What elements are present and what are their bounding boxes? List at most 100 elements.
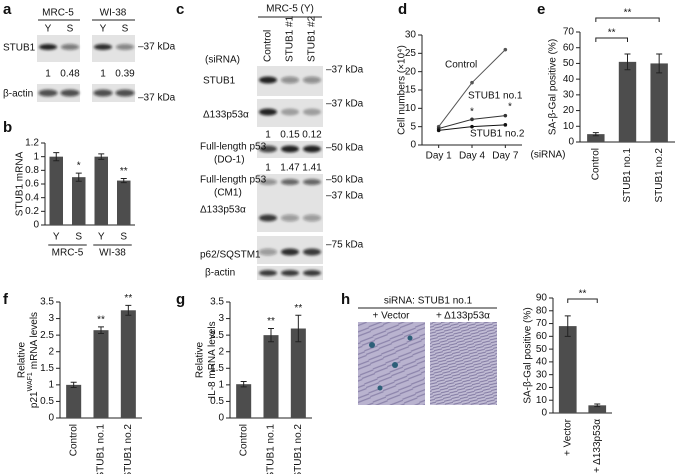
blot-band — [61, 44, 79, 50]
panel-label: f — [3, 291, 9, 308]
size-marker: –50 kDa — [326, 143, 364, 154]
y-tick-label: 1.5 — [210, 363, 224, 374]
size-marker: –50 kDa — [326, 175, 364, 186]
quantification: 0.48 — [60, 69, 80, 80]
blot-band — [281, 270, 299, 276]
error-bar — [268, 328, 274, 343]
size-marker: –37 kDa — [326, 99, 364, 110]
size-marker: –37 kDa — [326, 65, 364, 76]
significance: ** — [97, 314, 105, 325]
panel-label: g — [176, 291, 185, 308]
blot-band — [259, 179, 277, 185]
bar — [587, 134, 605, 142]
error-bar — [624, 53, 631, 71]
y-tick-label: 50 — [563, 58, 575, 69]
x-axis-title: (siRNA) — [531, 150, 566, 161]
significance: ** — [624, 8, 632, 19]
row-label: Δ133p53α — [200, 205, 246, 216]
lane-label: Control — [263, 30, 274, 62]
bar — [72, 177, 86, 225]
y-tick-label: 30 — [405, 30, 417, 41]
error-bar — [75, 172, 82, 182]
size-marker: –37 kDa — [138, 42, 176, 53]
blot-band — [259, 145, 277, 153]
y-tick-label: 1 — [48, 379, 54, 390]
y-axis-title: Relative — [195, 342, 206, 379]
y-tick-label: 90 — [536, 293, 548, 304]
x-tick-label: STUB1 no.2 — [293, 424, 304, 474]
bar — [93, 330, 109, 418]
cell-line: MRC-5 — [42, 8, 74, 19]
significance: * — [508, 102, 512, 113]
y-tick-label: 2.5 — [210, 330, 224, 341]
series-label: STUB1 no.2 — [470, 129, 525, 140]
x-tick-label: S — [120, 232, 127, 243]
error-bar — [594, 403, 601, 408]
x-tick-label: Control — [238, 424, 249, 456]
row-label: (CM1) — [214, 188, 242, 199]
blot-band — [303, 179, 321, 185]
significance: ** — [294, 303, 302, 314]
y-tick-label: 0.5 — [210, 396, 224, 407]
y-axis-title: SA-β-Gal positive (%) — [548, 39, 559, 135]
error-bar — [564, 315, 571, 337]
error-bar — [240, 381, 247, 388]
lane-label: S — [67, 24, 74, 35]
row-label: STUB1 — [203, 76, 236, 87]
y-tick-label: 0 — [568, 137, 574, 148]
y-tick-label: 40 — [563, 74, 575, 85]
y-axis-title-part: IL-8 mRNA levels — [207, 321, 218, 398]
row-label: (DO-1) — [214, 155, 245, 166]
bar — [588, 405, 607, 413]
panel-label: e — [537, 1, 545, 18]
bar — [263, 335, 279, 418]
y-tick-label: 1.2 — [25, 138, 39, 149]
blot-band — [281, 179, 299, 185]
y-tick-label: 0.8 — [25, 165, 39, 176]
quantification: 0.39 — [115, 69, 135, 80]
row-label: Full-length p53 — [200, 175, 267, 186]
blot-band — [281, 108, 299, 116]
significance: * — [77, 161, 81, 172]
blot-band — [259, 270, 277, 276]
y-tick-label: 0 — [410, 140, 416, 151]
series-label: Control — [445, 60, 477, 71]
y-tick-label: 20 — [536, 382, 548, 393]
y-tick-label: 2.5 — [40, 330, 54, 341]
blot-band — [38, 89, 58, 97]
sirna-label: (siRNA) — [205, 55, 240, 66]
blot — [92, 84, 135, 102]
micrograph — [358, 322, 425, 405]
y-axis-title: IL-8 mRNA levels — [207, 321, 218, 398]
blot — [37, 84, 80, 102]
blot-band — [39, 44, 57, 50]
error-bar — [120, 178, 127, 184]
point — [470, 124, 474, 129]
y-tick-label: 25 — [405, 48, 417, 59]
x-tick-label: STUB1 no.2 — [654, 148, 665, 203]
significance: ** — [124, 293, 132, 304]
bar — [94, 156, 108, 225]
row-label: p62/SQSTM1 — [200, 250, 261, 261]
blot-band — [115, 89, 135, 97]
quantification: 1 — [45, 69, 51, 80]
y-axis-title: p21WAF1 mRNA levels — [27, 312, 40, 408]
x-tick-label: Control — [590, 148, 601, 180]
point — [470, 117, 474, 122]
y-tick-label: 20 — [563, 105, 575, 116]
stained-cell — [392, 362, 398, 368]
x-tick-label: STUB1 no.1 — [96, 424, 107, 474]
row-label: β-actin — [205, 268, 235, 279]
y-tick-label: 1 — [218, 379, 224, 390]
y-tick-label: 10 — [563, 121, 575, 132]
error-bar — [53, 152, 60, 162]
blot-band — [259, 248, 277, 256]
x-tick-label: STUB1 no.2 — [123, 424, 134, 474]
significance: ** — [267, 316, 275, 327]
y-tick-label: 30 — [536, 369, 548, 380]
point — [503, 47, 508, 52]
y-tick-label: 0.6 — [25, 179, 39, 190]
quantification: 1.47 — [280, 163, 300, 174]
row-label: β-actin — [3, 89, 33, 100]
